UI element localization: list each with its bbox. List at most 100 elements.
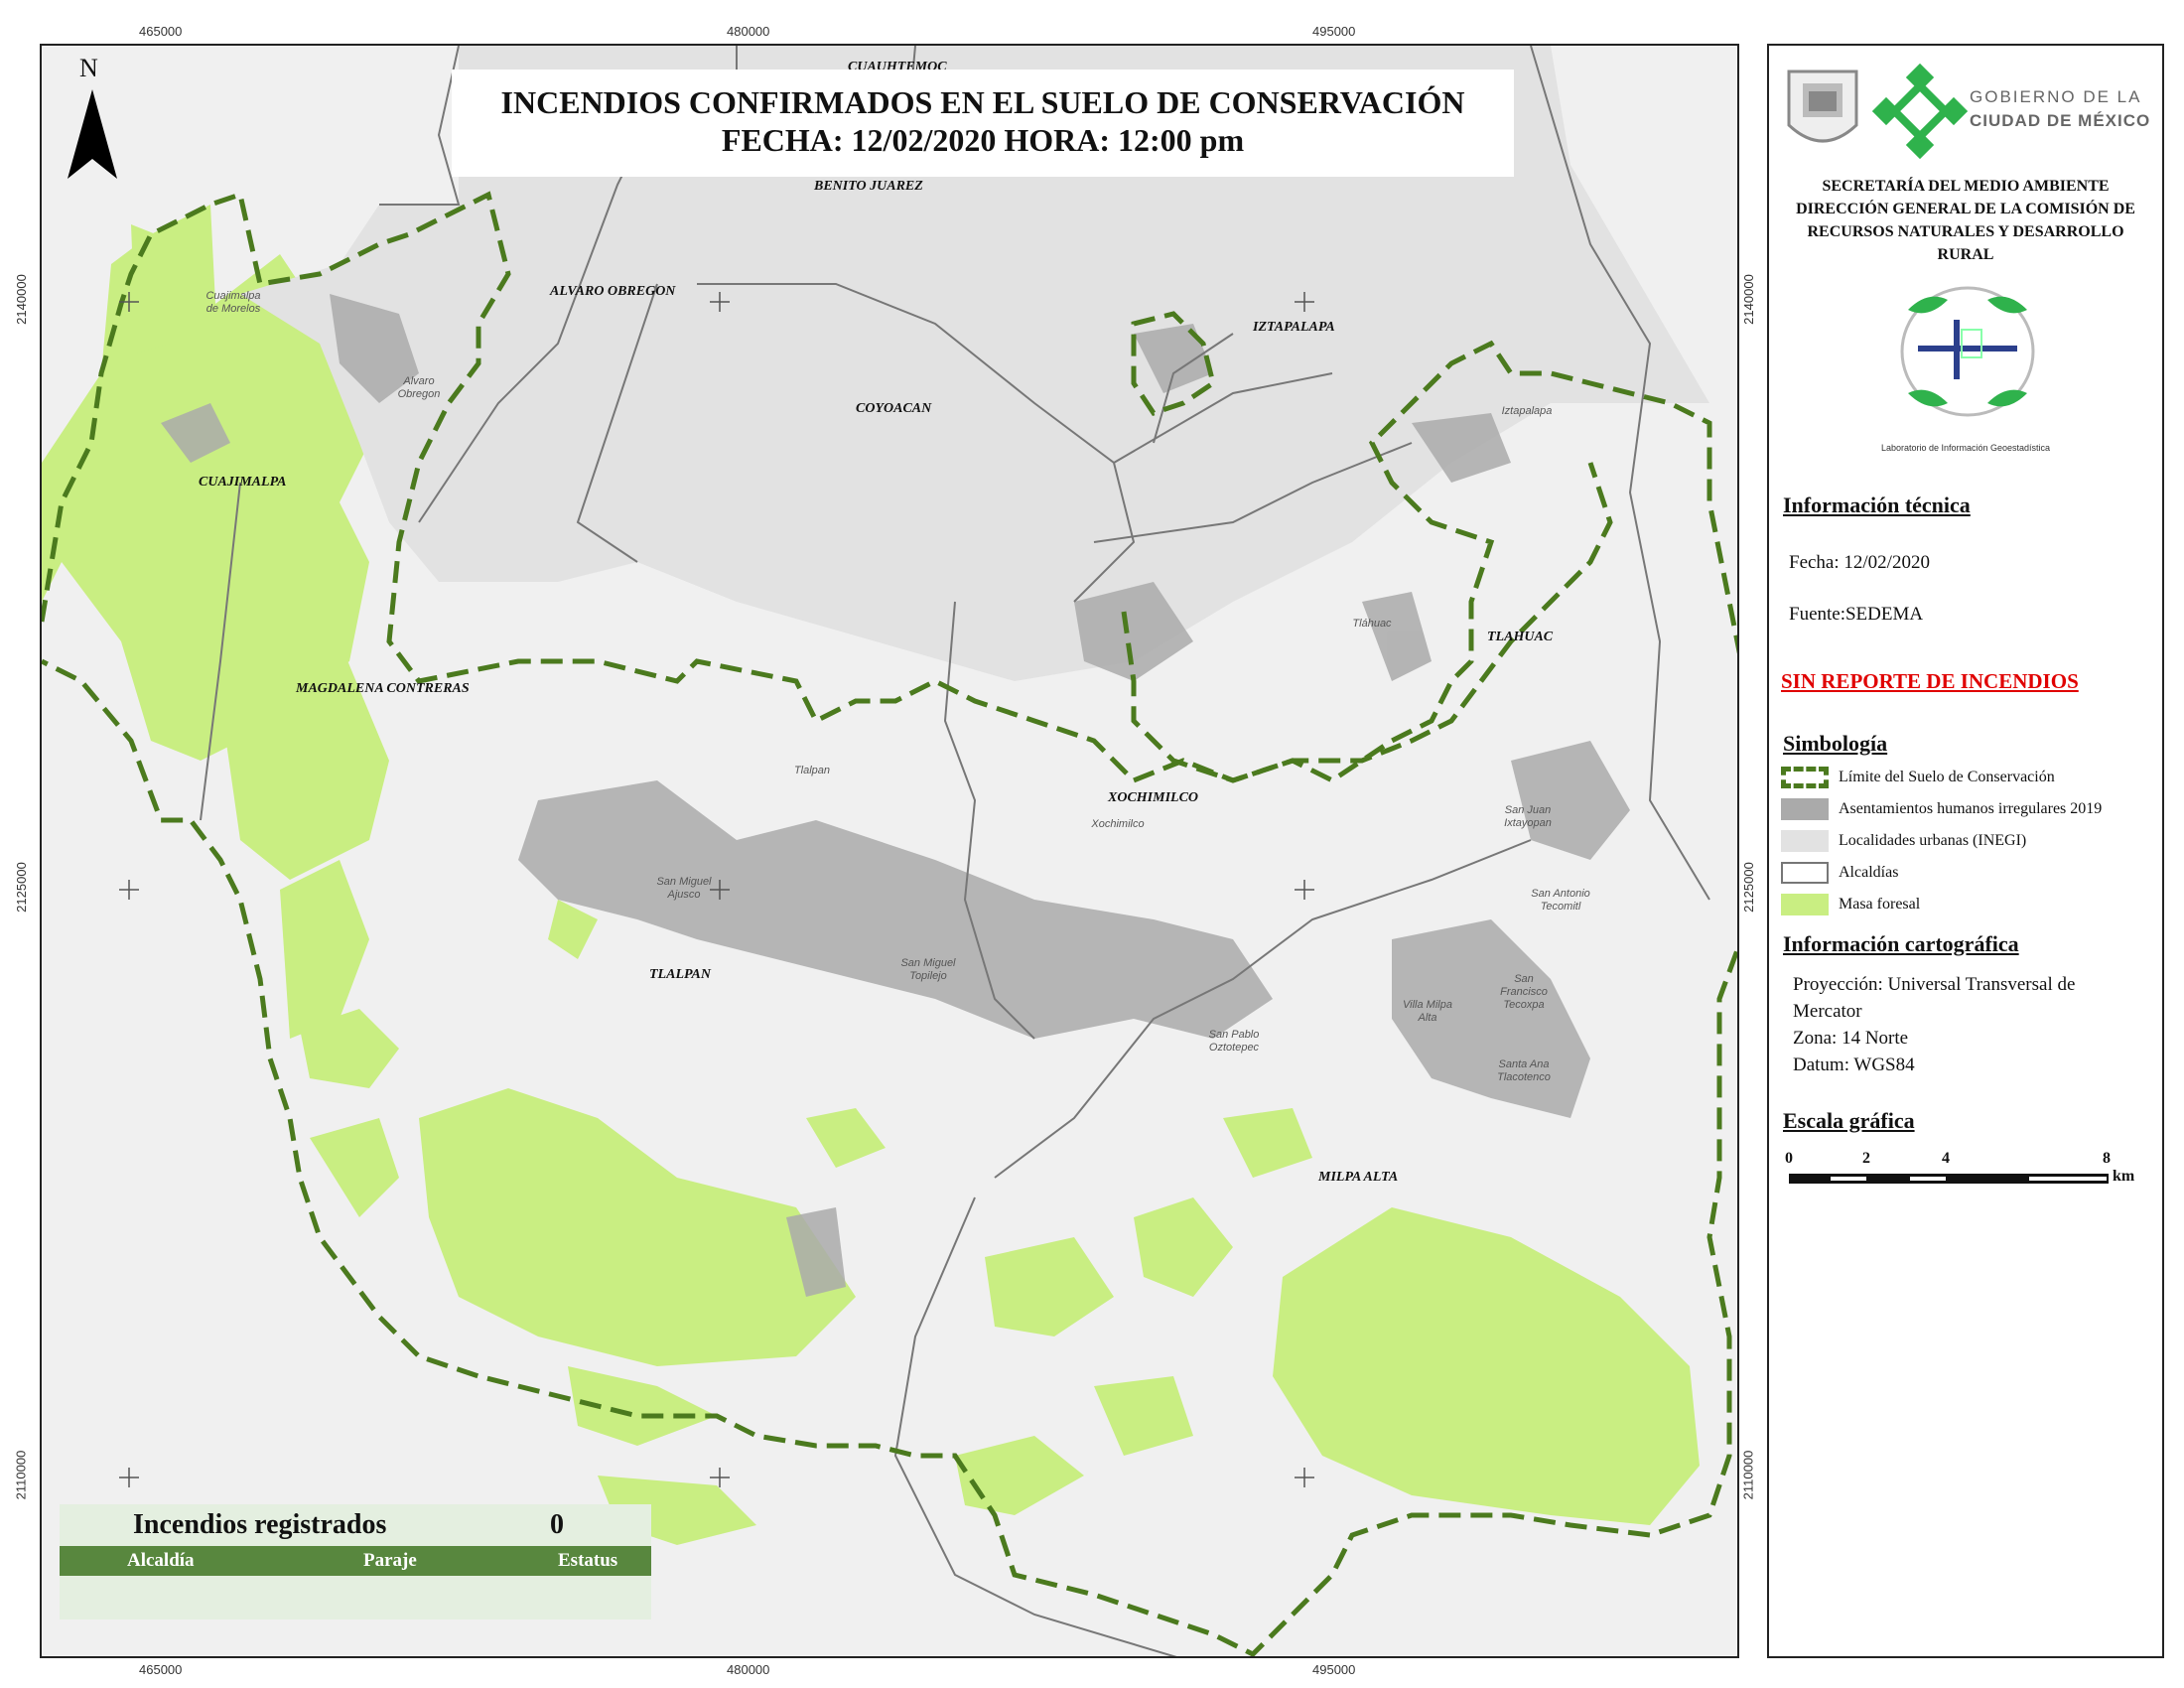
scale-tick-label: 8 (2103, 1150, 2111, 1167)
alcaldia-label-tlahuac: TLAHUAC (1487, 630, 1554, 644)
alcaldia-label-milpa-alta: MILPA ALTA (1318, 1170, 1399, 1185)
legend-label: Alcaldías (1839, 864, 1899, 881)
legend-item-forest: Masa foresal (1781, 894, 1920, 915)
fecha-text: Fecha: 12/02/2020 (1789, 552, 1930, 573)
locality-label: San Pablo Oztotepec (1208, 1029, 1260, 1054)
legend-panel: GOBIERNO DE LA CIUDAD DE MÉXICO SECRETAR… (1767, 44, 2164, 1658)
projection-line1: Proyección: Universal Transversal de (1793, 974, 2076, 995)
legend-item-alcaldias: Alcaldías (1781, 862, 1898, 884)
fires-table: Incendios registrados 0 Alcaldía Paraje … (60, 1504, 651, 1621)
locality-label: Villa Milpa Alta (1403, 999, 1452, 1024)
conservation-limit-tlahuac (1121, 462, 1613, 783)
col-estatus: Estatus (558, 1550, 618, 1571)
y-coord-right: 2140000 (1740, 274, 1756, 325)
y-coord-right: 2110000 (1740, 1450, 1756, 1500)
fires-table-header: Incendios registrados 0 (60, 1504, 651, 1546)
forest-masses (42, 205, 1700, 1545)
legend-label: Límite del Suelo de Conservación (1839, 769, 2055, 785)
scale-tick-label: 4 (1942, 1150, 1950, 1167)
map-title-line2: FECHA: 12/02/2020 HORA: 12:00 pm (721, 122, 1245, 158)
alcaldia-label-iztapalapa: IZTAPALAPA (1253, 320, 1335, 335)
alcaldia-label-benito-juarez: BENITO JUAREZ (814, 179, 923, 194)
x-coord-bottom: 495000 (1312, 1662, 1356, 1677)
lab-logo-icon (1900, 286, 2035, 417)
alcaldia-label-xochimilco: XOCHIMILCO (1108, 790, 1199, 805)
scale-bar-graphic (1789, 1174, 2109, 1184)
locality-label: San Miguel Topilejo (900, 957, 956, 982)
locality-label: Cuajimalpa de Morelos (205, 290, 261, 315)
locality-label: Iztapalapa (1501, 405, 1553, 417)
agency-line1: SECRETARÍA DEL MEDIO AMBIENTE (1822, 178, 2110, 195)
legend-swatch-forest (1781, 894, 1829, 915)
locality-label: Tláhuac (1352, 618, 1392, 630)
carto-heading: Información cartográfica (1783, 931, 2019, 956)
y-coord-left: 2125000 (13, 862, 29, 913)
x-coord-top: 465000 (139, 24, 183, 39)
locality-label: San Francisco Tecoxpa (1500, 973, 1548, 1011)
agency-line2: DIRECCIÓN GENERAL DE LA COMISIÓN DE (1796, 201, 2135, 217)
locality-label: San Antonio Tecomitl (1531, 888, 1590, 913)
fires-table-body (60, 1576, 651, 1619)
locality-label: Xochimilco (1091, 818, 1145, 830)
north-label: N (79, 54, 98, 82)
alcaldia-label-magdalena-contreras: MAGDALENA CONTRERAS (296, 681, 470, 696)
y-coord-right: 2125000 (1740, 862, 1756, 913)
irregular-settlements (161, 294, 1630, 1297)
x-coord-bottom: 465000 (139, 1662, 183, 1677)
cdmx-logo-icon (1872, 64, 1968, 159)
conservation-limit-islands (1131, 311, 1216, 416)
legend-label: Asentamientos humanos irregulares 2019 (1839, 800, 2103, 817)
y-coord-left: 2110000 (13, 1450, 29, 1500)
locality-label: Alvaro Obregon (397, 375, 441, 400)
scale-unit: km (2113, 1168, 2135, 1185)
legend-swatch-settlements (1781, 798, 1829, 820)
x-coord-top: 495000 (1312, 24, 1356, 39)
grid-crosses (119, 292, 1314, 1487)
y-coord-left: 2140000 (13, 274, 29, 325)
legend-swatch-dashed (1781, 767, 1829, 788)
agency-name: SECRETARÍA DEL MEDIO AMBIENTE DIRECCIÓN … (1769, 175, 2162, 266)
scale-tick-label: 0 (1785, 1150, 1793, 1167)
carto-info: Proyección: Universal Transversal de Mer… (1793, 971, 2075, 1078)
fires-table-columns: Alcaldía Paraje Estatus (60, 1546, 651, 1576)
cdmx-logo-text-line2: CIUDAD DE MÉXICO (1970, 111, 2151, 130)
fuente-text: Fuente:SEDEMA (1789, 604, 1924, 625)
locality-label: Tlalpan (793, 765, 831, 776)
legend-swatch-alcaldias (1781, 862, 1829, 884)
col-alcaldia: Alcaldía (127, 1550, 195, 1571)
legend-item-settlements: Asentamientos humanos irregulares 2019 (1781, 798, 2102, 820)
locality-label: San Juan Ixtayopan (1504, 804, 1552, 829)
scale-bar: 0 2 4 8 km (1785, 1150, 2134, 1190)
map-title-line1: INCENDIOS CONFIRMADOS EN EL SUELO DE CON… (500, 84, 1465, 120)
alcaldia-label-cuajimalpa: CUAJIMALPA (199, 475, 287, 490)
north-arrow-icon (68, 89, 117, 179)
fires-table-title: Incendios registrados (133, 1509, 387, 1540)
cdmx-shield-icon (1787, 70, 1858, 143)
lab-logo-text: Laboratorio de Información Geoestadístic… (1880, 443, 2051, 453)
alcaldia-label-tlalpan: TLALPAN (649, 967, 711, 982)
datum-text: Datum: WGS84 (1793, 1055, 1915, 1075)
cdmx-logo-text-line1: GOBIERNO DE LA (1970, 87, 2142, 106)
locality-label: Santa Ana Tlacotenco (1497, 1058, 1551, 1083)
scale-tick-label: 2 (1862, 1150, 1870, 1167)
agency-line4: RURAL (1937, 246, 1994, 263)
agency-line3: RECURSOS NATURALES Y DESARROLLO (1807, 223, 2124, 240)
legend-item-conservation-limit: Límite del Suelo de Conservación (1781, 767, 2055, 788)
legend-item-urban: Localidades urbanas (INEGI) (1781, 830, 2026, 852)
zone-text: Zona: 14 Norte (1793, 1028, 1909, 1049)
no-report-text: SIN REPORTE DE INCENDIOS (1781, 669, 2079, 693)
map-drawing (42, 46, 1737, 1656)
map-canvas[interactable]: CUAUHTEMOC BENITO JUAREZ ALVARO OBREGON … (40, 44, 1739, 1658)
tech-info-heading: Información técnica (1783, 492, 1971, 517)
alcaldia-label-alvaro-obregon: ALVARO OBREGON (550, 284, 676, 299)
alcaldia-label-coyoacan: COYOACAN (856, 401, 932, 416)
legend-swatch-urban (1781, 830, 1829, 852)
col-paraje: Paraje (363, 1550, 417, 1571)
urban-localities (240, 46, 1709, 681)
scale-heading: Escala gráfica (1783, 1108, 1915, 1133)
legend-label: Masa foresal (1839, 896, 1921, 913)
projection-line2: Mercator (1793, 1001, 1862, 1022)
locality-label: San Miguel Ajusco (656, 876, 712, 901)
fires-count: 0 (550, 1509, 564, 1540)
x-coord-bottom: 480000 (727, 1662, 770, 1677)
